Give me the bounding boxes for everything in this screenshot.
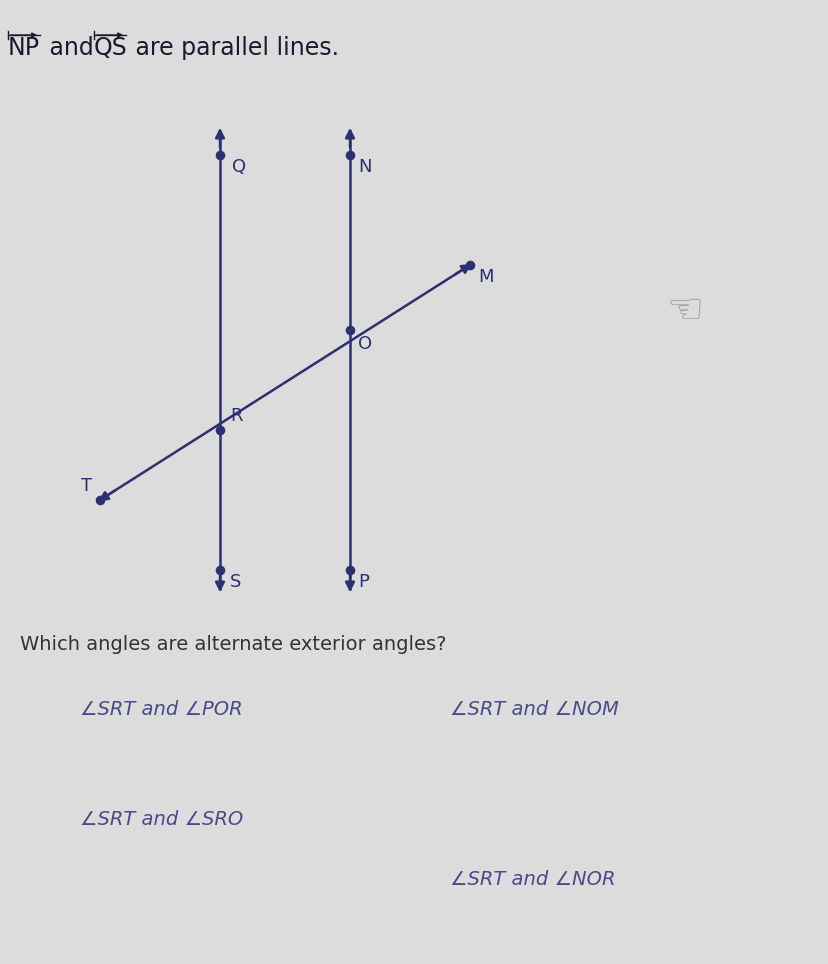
Text: M: M xyxy=(478,268,493,286)
Point xyxy=(343,322,356,337)
Text: and: and xyxy=(42,36,101,60)
Point xyxy=(213,562,226,577)
Text: R: R xyxy=(229,407,243,425)
Text: QS: QS xyxy=(94,36,128,60)
Text: Which angles are alternate exterior angles?: Which angles are alternate exterior angl… xyxy=(20,635,446,654)
Text: NP: NP xyxy=(8,36,40,60)
Text: are parallel lines.: are parallel lines. xyxy=(128,36,339,60)
Text: ∠SRT and ∠SRO: ∠SRT and ∠SRO xyxy=(80,810,243,829)
Text: Q: Q xyxy=(232,158,246,176)
Text: N: N xyxy=(358,158,371,176)
Point xyxy=(343,147,356,163)
Text: T: T xyxy=(81,477,92,495)
Text: P: P xyxy=(358,573,368,591)
Point xyxy=(463,257,476,273)
Point xyxy=(213,422,226,438)
Text: O: O xyxy=(358,335,372,353)
Point xyxy=(94,493,107,508)
Point xyxy=(343,562,356,577)
Text: ∠SRT and ∠NOM: ∠SRT and ∠NOM xyxy=(450,700,619,719)
Text: S: S xyxy=(229,573,241,591)
Text: ☜: ☜ xyxy=(666,289,703,331)
Point xyxy=(213,147,226,163)
Text: ∠SRT and ∠NOR: ∠SRT and ∠NOR xyxy=(450,870,614,889)
Text: ∠SRT and ∠POR: ∠SRT and ∠POR xyxy=(80,700,243,719)
